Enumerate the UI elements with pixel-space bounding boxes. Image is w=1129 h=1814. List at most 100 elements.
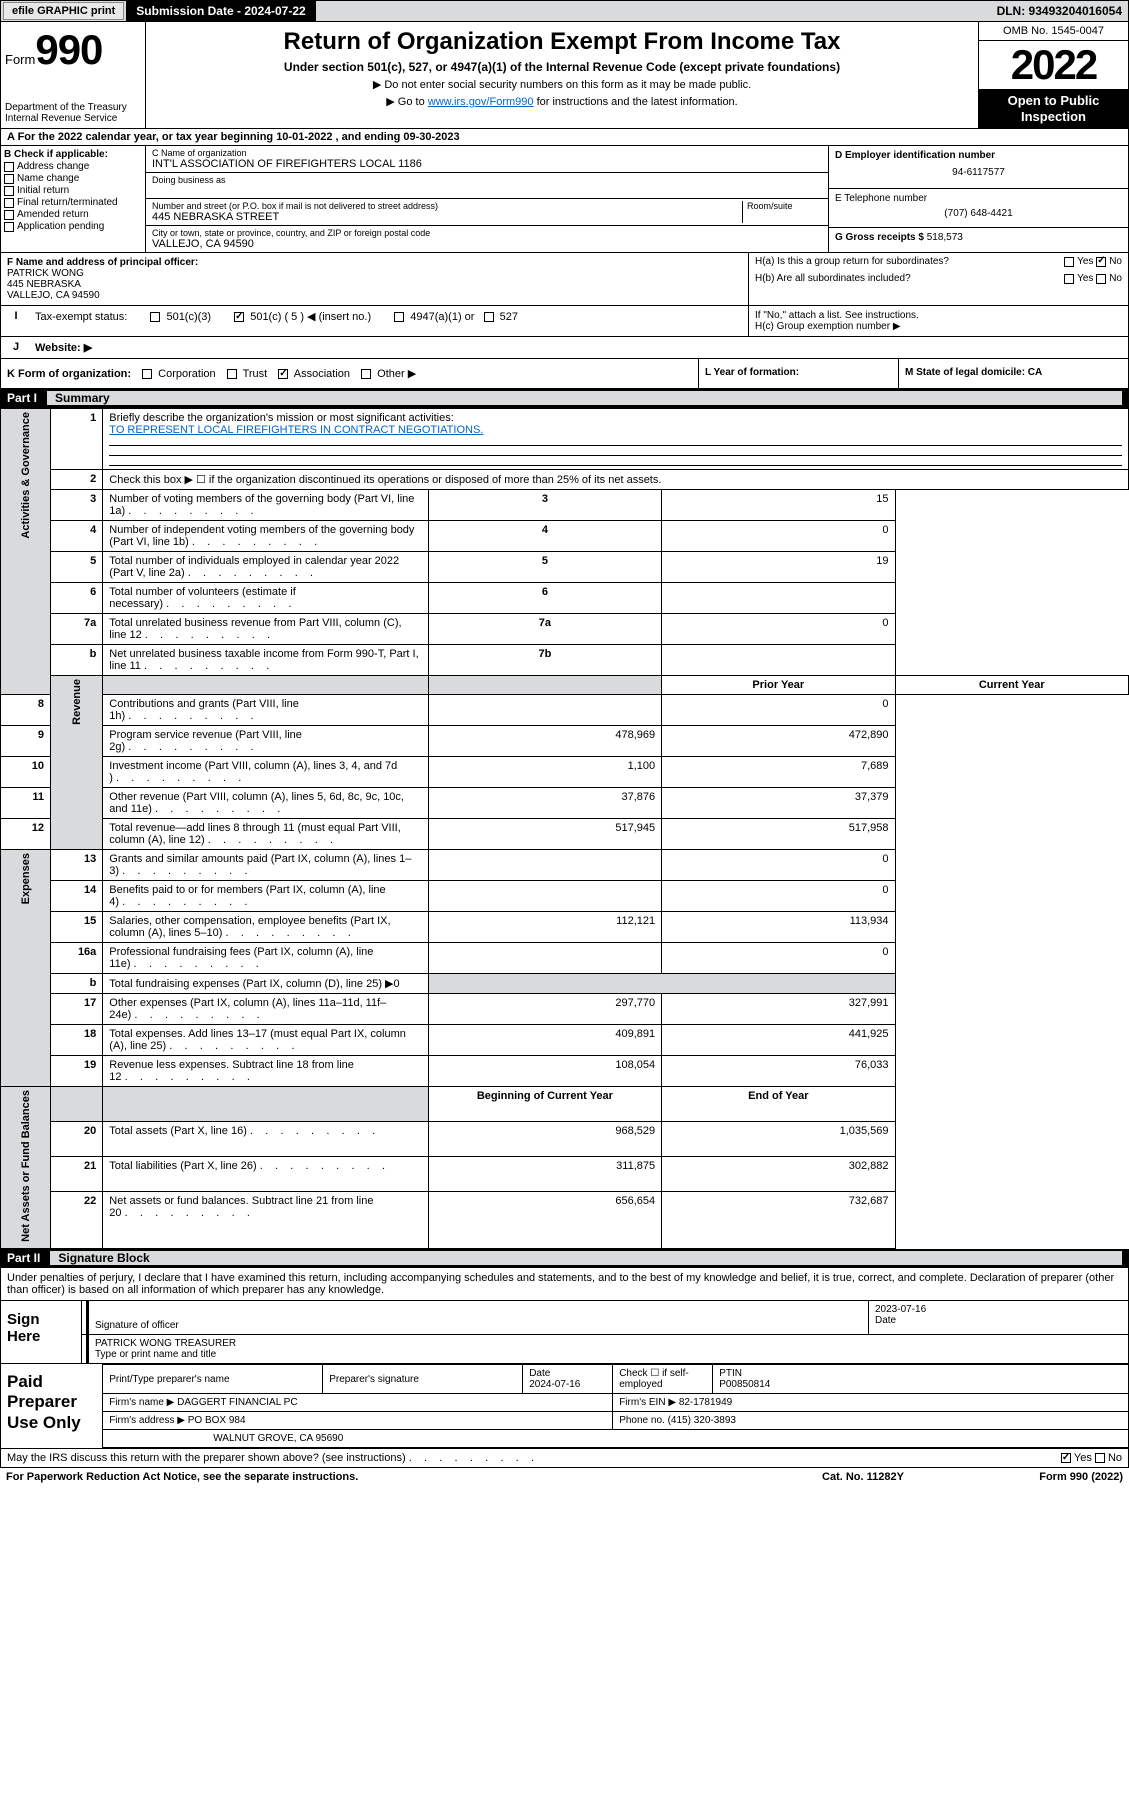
phone-value: (707) 648-4421 [835,204,1122,223]
pp-name-hdr: Print/Type preparer's name [103,1365,323,1394]
cb-label: Application pending [17,221,104,232]
row-l: L Year of formation: [698,359,898,388]
org-name-label: C Name of organization [152,148,822,158]
cat-no: Cat. No. 11282Y [763,1471,963,1483]
part1-label: Part I [7,391,47,405]
part2-label: Part II [7,1251,50,1265]
row-i-marker: I [1,306,31,336]
ein-value: 94-6117577 [835,161,1122,184]
open-to-public: Open to Public Inspection [979,89,1128,128]
row-i-exempt: I Tax-exempt status: 501(c)(3) 501(c) ( … [0,306,1129,337]
row-klm: K Form of organization: Corporation Trus… [0,359,1129,389]
form-ref: Form 990 (2022) [963,1471,1123,1483]
room-label: Room/suite [747,201,822,211]
sign-here-block: Sign Here Signature of officer 2023-07-1… [0,1301,1129,1364]
sig-name-label: Type or print name and title [95,1349,1122,1360]
opt-assoc: Association [294,368,350,380]
firm-addr2: WALNUT GROVE, CA 95690 [103,1430,1128,1448]
row-k-label: K Form of organization: [7,368,131,380]
ein-lbl: Firm's EIN ▶ [619,1397,676,1408]
officer-name: PATRICK WONG [7,268,742,279]
row-a-taxyear: A For the 2022 calendar year, or tax yea… [0,129,1129,146]
col-h-group: H(a) Is this a group return for subordin… [748,253,1128,305]
phone-label: E Telephone number [835,193,1122,204]
org-name: INT'L ASSOCIATION OF FIREFIGHTERS LOCAL … [152,158,822,170]
dept: Department of the Treasury [5,102,141,113]
col-b-checkboxes: B Check if applicable: Address change Na… [1,146,146,252]
summary-table: Activities & Governance1Briefly describe… [0,408,1129,1249]
footer-bottom: For Paperwork Reduction Act Notice, see … [0,1468,1129,1486]
cb-label: Final return/terminated [17,197,118,208]
cb-final-return[interactable]: Final return/terminated [4,197,142,208]
cb-initial-return[interactable]: Initial return [4,185,142,196]
penalty-text: Under penalties of perjury, I declare th… [0,1268,1129,1301]
part1-title: Summary [47,391,1122,405]
irs: Internal Revenue Service [5,113,141,124]
city-state-zip: VALLEJO, CA 94590 [152,238,822,250]
col-b-title: B Check if applicable: [4,149,142,160]
ein-label: D Employer identification number [835,150,1122,161]
opt-other: Other ▶ [377,368,416,380]
officer-label: F Name and address of principal officer: [7,257,742,268]
exempt-label: Tax-exempt status: [35,311,127,323]
firm-ein-cell: Firm's EIN ▶ 82-1781949 [613,1394,1128,1412]
cb-label: Initial return [17,185,69,196]
hb-note-cell: If "No," attach a list. See instructions… [748,306,1128,336]
gross-cell: G Gross receipts $ 518,573 [829,228,1128,247]
cb-name-change[interactable]: Name change [4,173,142,184]
row-j-website: J Website: ▶ [0,337,1129,359]
hb-label: H(b) Are all subordinates included? [755,273,911,284]
dba-label: Doing business as [152,175,822,185]
tax-year: 2022 [979,41,1128,89]
paid-preparer-block: Paid Preparer Use Only Print/Type prepar… [0,1364,1129,1449]
cb-label: Name change [17,173,79,184]
efile-print-button[interactable]: efile GRAPHIC print [3,2,124,20]
col-f-officer: F Name and address of principal officer:… [1,253,748,305]
pp-date-val: 2024-07-16 [529,1379,580,1390]
row-l-label: L Year of formation: [705,367,799,378]
opt-trust: Trust [243,368,268,380]
note-post: for instructions and the latest informat… [534,96,738,108]
irs-link[interactable]: www.irs.gov/Form990 [428,96,534,108]
section-b-to-g: B Check if applicable: Address change Na… [0,146,1129,253]
officer-addr2: VALLEJO, CA 94590 [7,290,742,301]
section-f-h: F Name and address of principal officer:… [0,253,1129,306]
ha-row: H(a) Is this a group return for subordin… [749,253,1128,270]
hb-row: H(b) Are all subordinates included? Yes … [749,270,1128,287]
pp-ptin-hdr: PTIN [719,1368,742,1379]
firm-addr-cell: Firm's address ▶ PO BOX 984 [103,1412,613,1430]
officer-addr1: 445 NEBRASKA [7,279,742,290]
firm-name-cell: Firm's name ▶ DAGGERT FINANCIAL PC [103,1394,613,1412]
opt-501c3: 501(c)(3) [166,311,211,323]
firm-addr: PO BOX 984 [188,1415,246,1426]
website-label: Website: ▶ [31,337,1128,358]
header-right: OMB No. 1545-0047 2022 Open to Public In… [978,22,1128,128]
cb-amended[interactable]: Amended return [4,209,142,220]
cb-application-pending[interactable]: Application pending [4,221,142,232]
sign-here-label: Sign Here [1,1301,81,1363]
note-ssn: ▶ Do not enter social security numbers o… [154,78,970,91]
form-number: Form990 [5,26,141,74]
sign-rows: Signature of officer 2023-07-16 Date PAT… [81,1301,1128,1363]
addr-label: Number and street (or P.O. box if mail i… [152,201,742,211]
phone-cell: E Telephone number (707) 648-4421 [829,189,1128,228]
sig-date-label: Date [875,1315,1122,1326]
dln: DLN: 93493204016054 [997,4,1128,18]
form-title: Return of Organization Exempt From Incom… [154,28,970,56]
firm-ein: 82-1781949 [679,1397,732,1408]
pp-ptin-val: P00850814 [719,1379,770,1390]
col-de: D Employer identification number 94-6117… [828,146,1128,252]
opt-4947: 4947(a)(1) or [410,311,474,323]
opt-corp: Corporation [158,368,215,380]
sig-date-val: 2023-07-16 [875,1304,1122,1315]
city-label: City or town, state or province, country… [152,228,822,238]
sig-officer-label: Signature of officer [95,1320,862,1331]
cb-address-change[interactable]: Address change [4,161,142,172]
addr-cell: Number and street (or P.O. box if mail i… [146,199,828,226]
topbar: efile GRAPHIC print Submission Date - 20… [0,0,1129,22]
part2-header: Part II Signature Block [0,1249,1129,1268]
row-m: M State of legal domicile: CA [898,359,1128,388]
ein-cell: D Employer identification number 94-6117… [829,146,1128,189]
discuss-yn: Yes No [1061,1452,1122,1464]
opt-501c: 501(c) ( 5 ) ◀ (insert no.) [250,311,371,323]
